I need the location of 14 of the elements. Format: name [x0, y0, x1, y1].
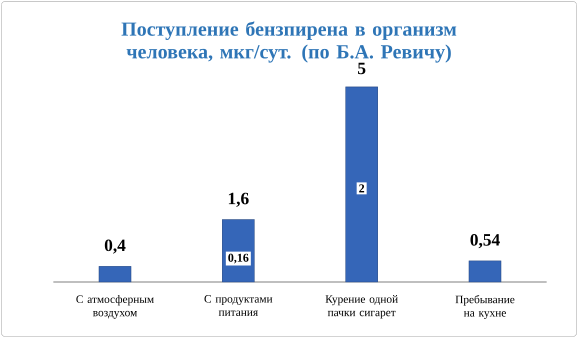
bar — [345, 86, 378, 282]
x-tick-label: С продуктами питания — [204, 295, 272, 316]
data-label: 0,54 — [470, 234, 500, 248]
data-label: 0,4 — [104, 239, 126, 254]
bar — [468, 260, 502, 282]
annotation: 2 — [359, 184, 364, 192]
data-label: 5 — [358, 62, 366, 74]
data-label: 1,6 — [228, 192, 249, 207]
chart-title: Поступление бензпирена в организм человека, мкг/сут. (по Б.А. Ревичу) — [122, 21, 456, 63]
x-tick-label: С атмосферным воздухом — [76, 295, 154, 319]
bar — [98, 266, 132, 282]
x-tick-label: Курение одной пачки сигарет — [326, 295, 398, 319]
annotation: 0,16 — [228, 254, 248, 264]
x-tick-label: Пребывание на кухне — [456, 295, 514, 319]
